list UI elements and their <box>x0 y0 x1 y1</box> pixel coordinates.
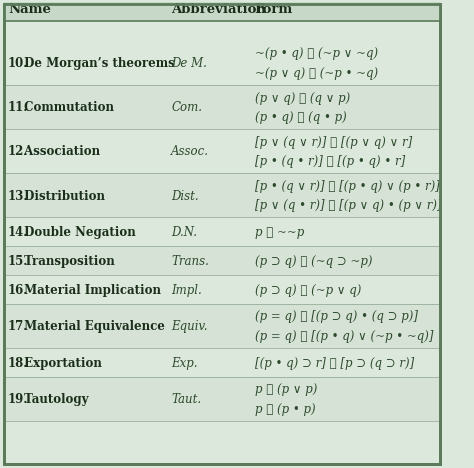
Text: 15.: 15. <box>8 255 28 268</box>
Text: 17.: 17. <box>8 320 28 333</box>
FancyBboxPatch shape <box>4 173 440 217</box>
Text: Association: Association <box>20 146 100 159</box>
Text: Double Negation: Double Negation <box>20 226 136 239</box>
Text: De Morgan’s theorems: De Morgan’s theorems <box>20 57 174 70</box>
Text: p ≜ (p ∨ p): p ≜ (p ∨ p) <box>255 383 317 396</box>
Text: 14.: 14. <box>8 226 28 239</box>
Text: (p = q) ≜ [(p ⊃ q) • (q ⊃ p)]: (p = q) ≜ [(p ⊃ q) • (q ⊃ p)] <box>255 310 418 323</box>
Text: 18.: 18. <box>8 357 28 370</box>
Text: Equiv.: Equiv. <box>171 320 208 333</box>
FancyBboxPatch shape <box>4 246 440 275</box>
Text: Transposition: Transposition <box>20 255 115 268</box>
Text: Dist.: Dist. <box>171 190 199 203</box>
Text: (p ∨ q) ≜ (q ∨ p): (p ∨ q) ≜ (q ∨ p) <box>255 92 350 104</box>
FancyBboxPatch shape <box>4 304 440 348</box>
Text: Abbreviation: Abbreviation <box>171 3 266 16</box>
Text: (p = q) ≜ [(p • q) ∨ (~p • ~q)]: (p = q) ≜ [(p • q) ∨ (~p • ~q)] <box>255 330 433 343</box>
Text: (p ⊃ q) ≜ (~q ⊃ ~p): (p ⊃ q) ≜ (~q ⊃ ~p) <box>255 255 372 268</box>
FancyBboxPatch shape <box>4 376 440 421</box>
Text: p ≜ ~~p: p ≜ ~~p <box>255 226 304 239</box>
Text: Material Equivalence: Material Equivalence <box>20 320 165 333</box>
Text: 12.: 12. <box>8 146 28 159</box>
FancyBboxPatch shape <box>4 4 440 464</box>
Text: Taut.: Taut. <box>171 393 201 406</box>
Text: Form: Form <box>255 3 293 16</box>
Text: 19.: 19. <box>8 393 28 406</box>
Text: Assoc.: Assoc. <box>171 146 209 159</box>
FancyBboxPatch shape <box>4 0 440 21</box>
Text: [p ∨ (q • r)] ≜ [(p ∨ q) • (p ∨ r)]: [p ∨ (q • r)] ≜ [(p ∨ q) • (p ∨ r)] <box>255 199 441 212</box>
Text: (p ⊃ q) ≜ (~p ∨ q): (p ⊃ q) ≜ (~p ∨ q) <box>255 284 361 297</box>
Text: [p ∨ (q ∨ r)] ≜ [(p ∨ q) ∨ r]: [p ∨ (q ∨ r)] ≜ [(p ∨ q) ∨ r] <box>255 136 412 149</box>
Text: D.N.: D.N. <box>171 226 197 239</box>
Text: Name: Name <box>8 3 51 16</box>
Text: Tautology: Tautology <box>20 393 88 406</box>
FancyBboxPatch shape <box>4 85 440 129</box>
Text: Material Implication: Material Implication <box>20 284 161 297</box>
Text: ~(p • q) ≜ (~p ∨ ~q): ~(p • q) ≜ (~p ∨ ~q) <box>255 47 378 60</box>
Text: Commutation: Commutation <box>20 101 114 114</box>
Text: [p • (q ∨ r)] ≜ [(p • q) ∨ (p • r)]: [p • (q ∨ r)] ≜ [(p • q) ∨ (p • r)] <box>255 180 440 193</box>
Text: (p • q) ≜ (q • p): (p • q) ≜ (q • p) <box>255 111 346 124</box>
Text: Com.: Com. <box>171 101 202 114</box>
Text: 13.: 13. <box>8 190 28 203</box>
Text: 16.: 16. <box>8 284 28 297</box>
Text: 11.: 11. <box>8 101 28 114</box>
Text: Distribution: Distribution <box>20 190 105 203</box>
Text: De M.: De M. <box>171 57 207 70</box>
Text: Trans.: Trans. <box>171 255 209 268</box>
Text: Exportation: Exportation <box>20 357 102 370</box>
Text: p ≜ (p • p): p ≜ (p • p) <box>255 402 315 416</box>
Text: [(p • q) ⊃ r] ≜ [p ⊃ (q ⊃ r)]: [(p • q) ⊃ r] ≜ [p ⊃ (q ⊃ r)] <box>255 357 414 370</box>
Text: ~(p ∨ q) ≜ (~p • ~q): ~(p ∨ q) ≜ (~p • ~q) <box>255 67 378 80</box>
Text: Impl.: Impl. <box>171 284 202 297</box>
Text: [p • (q • r)] ≜ [(p • q) • r]: [p • (q • r)] ≜ [(p • q) • r] <box>255 155 405 168</box>
Text: Exp.: Exp. <box>171 357 198 370</box>
Text: 10.: 10. <box>8 57 28 70</box>
